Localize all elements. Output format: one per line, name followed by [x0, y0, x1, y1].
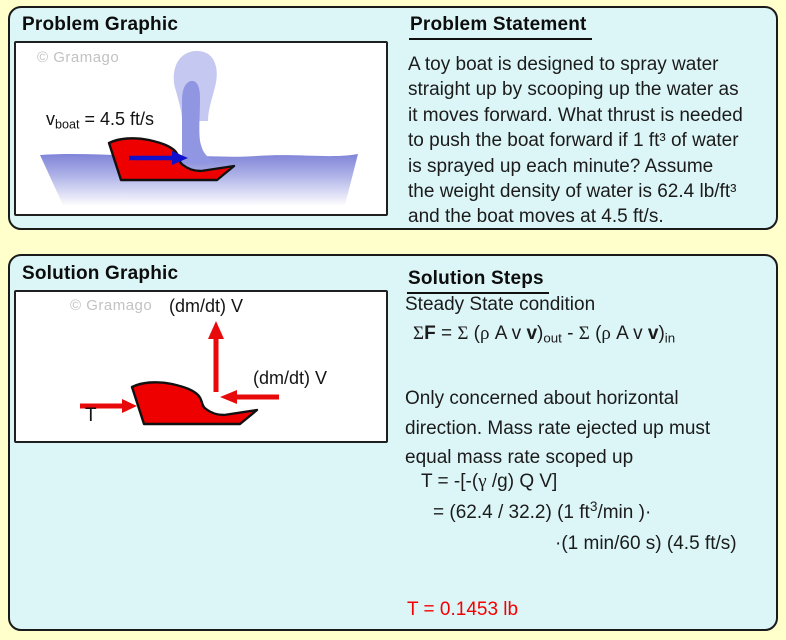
boat-speed-label: vboat = 4.5 ft/s: [46, 109, 155, 132]
problem-statement-title: Problem Statement: [409, 14, 592, 40]
free-body-diagram: [80, 321, 279, 426]
solution-steps-title: Solution Steps: [407, 268, 549, 294]
thrust-equation-line-2: = (62.4 / 32.2) (1 ft3/min )·: [433, 499, 652, 523]
problem-statement-text: A toy boat is designed to spray water st…: [408, 54, 743, 228]
discussion-text: Only concerned about horizontal directio…: [405, 388, 711, 468]
velocity-arrow: [129, 151, 188, 165]
solution-graphic-box: © Gramago (dm/dt) V (dm/dt) V T: [14, 290, 388, 443]
spray-inner-shape: [182, 80, 215, 163]
momentum-equation: ΣF = Σ (ρ A v v)out - Σ (ρ A v v)in: [413, 323, 676, 346]
ejected-momentum-label: (dm/dt) V: [169, 296, 244, 316]
solution-panel: Solution Graphic: [8, 254, 778, 631]
problem-panel: Problem Graphic: [8, 6, 778, 230]
boat-shape: [130, 381, 259, 426]
scooped-momentum-arrow: [220, 390, 279, 404]
scooped-momentum-label: (dm/dt) V: [253, 368, 328, 388]
thrust-equation-line-1: T = -[-(γ /g) Q V]: [421, 471, 558, 492]
result-line: T = 0.1453 lb: [407, 599, 519, 620]
watermark: © Gramago: [70, 297, 153, 314]
thrust-equation-line-3: ·(1 min/60 s) (4.5 ft/s): [555, 533, 737, 554]
problem-graphic-title: Problem Graphic: [22, 14, 179, 35]
thrust-label: T: [85, 405, 97, 426]
solution-graphic-title: Solution Graphic: [22, 263, 179, 284]
problem-boat-illustration: [40, 50, 358, 205]
problem-graphic-box: © Gramago vboat = 4.5 ft/s: [14, 41, 388, 216]
thrust-arrow: [80, 399, 137, 413]
watermark: © Gramago: [37, 49, 120, 66]
ejected-momentum-arrow: [208, 321, 224, 392]
steady-state-line: Steady State condition: [405, 294, 596, 315]
